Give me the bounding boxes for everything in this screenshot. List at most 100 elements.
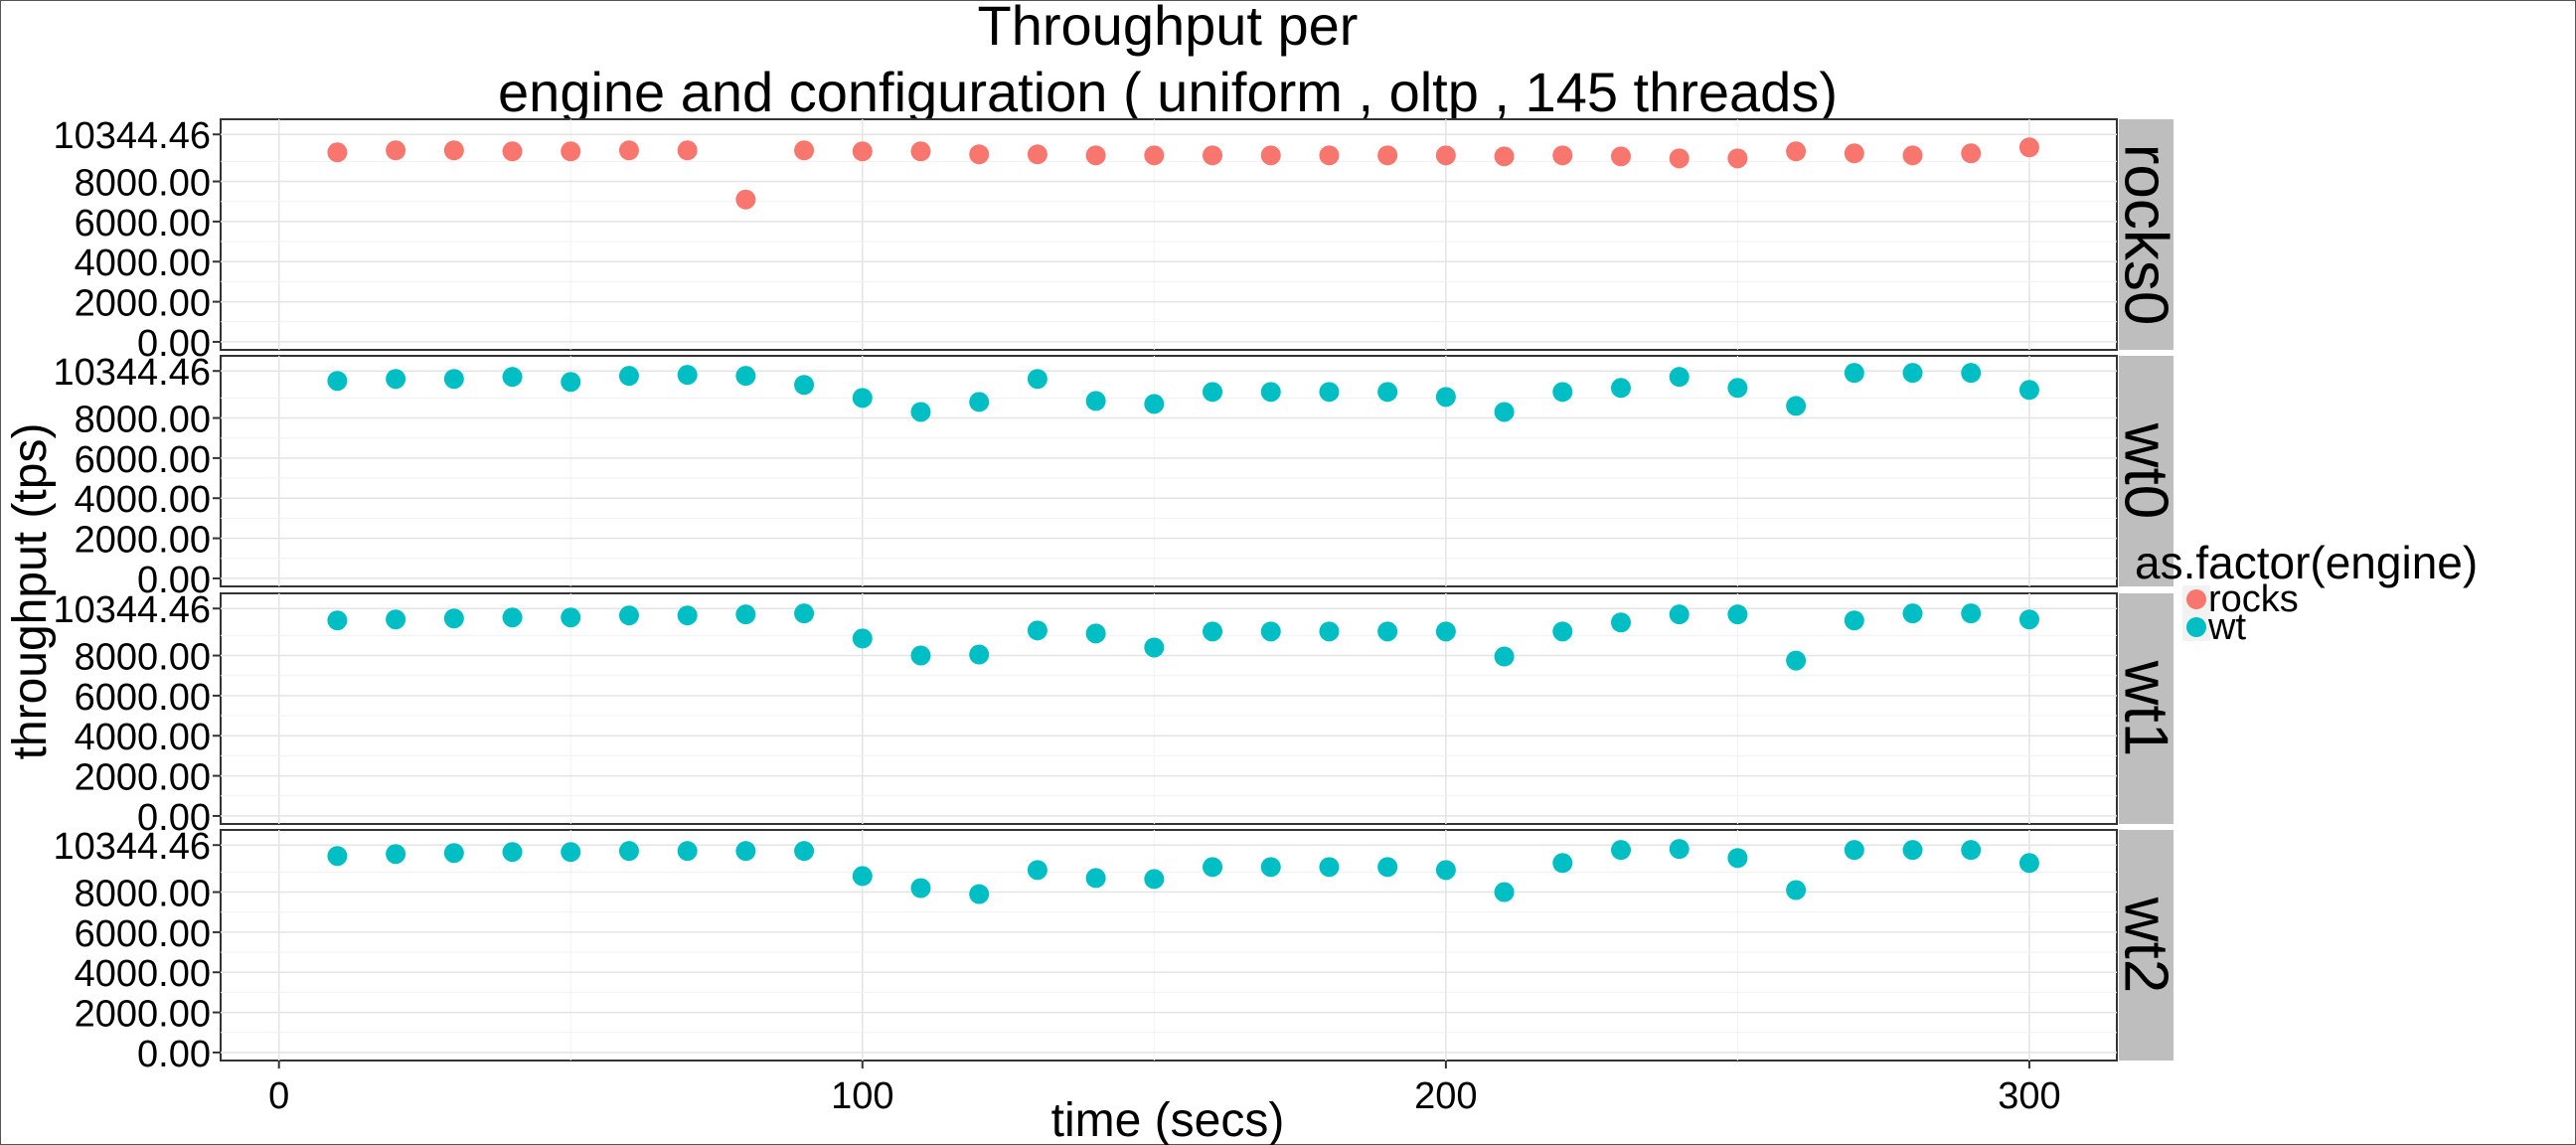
data-point	[1494, 646, 1515, 667]
data-point	[1027, 369, 1047, 390]
legend-marker	[2186, 617, 2206, 637]
data-point	[1494, 402, 1515, 422]
data-point	[1144, 637, 1165, 658]
data-point	[2018, 137, 2039, 158]
panel-background	[220, 829, 2118, 1062]
facet-panels: 0.002000.004000.006000.008000.0010344.46…	[54, 115, 2180, 1075]
data-point	[1377, 857, 1398, 878]
data-point	[1669, 367, 1690, 388]
data-point	[1961, 143, 1982, 164]
data-point	[327, 610, 348, 631]
chart-title-line2: engine and configuration ( uniform , olt…	[498, 61, 1838, 123]
data-point	[1319, 857, 1340, 878]
y-tick-label: 4000.00	[75, 479, 211, 521]
legend-label: wt	[2207, 606, 2246, 648]
data-point	[561, 141, 581, 162]
y-tick-label: 6000.00	[75, 203, 211, 245]
data-point	[1203, 621, 1223, 642]
y-tick-label: 10344.46	[54, 826, 212, 868]
y-tick-label: 8000.00	[75, 400, 211, 441]
data-point	[1727, 848, 1748, 869]
data-point	[443, 369, 464, 390]
facet-strip-label: wt2	[2112, 897, 2180, 993]
data-point	[910, 645, 931, 666]
data-point	[969, 144, 990, 165]
data-point	[1435, 860, 1456, 881]
y-tick-label: 4000.00	[75, 953, 211, 995]
data-point	[327, 371, 348, 392]
data-point	[618, 366, 639, 387]
data-point	[1844, 143, 1864, 164]
y-tick-label: 6000.00	[75, 439, 211, 481]
y-tick-label: 2000.00	[75, 994, 211, 1036]
y-tick-label: 2000.00	[75, 520, 211, 562]
facet-strip-label: rocks0	[2112, 144, 2180, 326]
y-tick-label: 8000.00	[75, 163, 211, 205]
data-point	[852, 141, 873, 162]
facet-strip-label: wt0	[2112, 422, 2180, 519]
legend-marker	[2186, 589, 2206, 609]
y-tick-label: 4000.00	[75, 717, 211, 758]
data-point	[1494, 882, 1515, 902]
data-point	[677, 841, 698, 862]
y-tick-label: 0.00	[137, 560, 211, 601]
data-point	[910, 141, 931, 162]
data-point	[502, 367, 523, 388]
data-point	[1552, 145, 1573, 166]
x-axis: 0 100 200 300	[268, 1061, 2061, 1117]
data-point	[386, 844, 406, 865]
data-point	[1961, 363, 1982, 384]
data-point	[794, 841, 815, 862]
data-point	[1844, 610, 1864, 631]
data-point	[2018, 853, 2039, 874]
data-point	[1085, 391, 1106, 411]
data-point	[1902, 840, 1923, 861]
y-tick-label: 8000.00	[75, 637, 211, 679]
data-point	[677, 605, 698, 626]
data-point	[1669, 839, 1690, 860]
data-point	[1203, 145, 1223, 166]
data-point	[1319, 382, 1340, 403]
data-point	[1610, 612, 1631, 633]
data-point	[1610, 378, 1631, 399]
data-point	[1377, 145, 1398, 166]
data-point	[1610, 146, 1631, 167]
panel-background	[220, 592, 2118, 825]
data-point	[1435, 145, 1456, 166]
data-point	[1435, 387, 1456, 408]
chart-title-line1: Throughput per	[978, 0, 1359, 57]
data-point	[502, 607, 523, 628]
facet-strip	[2119, 830, 2174, 1061]
data-point	[2018, 609, 2039, 630]
y-axis-label: throughput (tps)	[4, 423, 57, 760]
data-point	[1902, 145, 1923, 166]
data-point	[1552, 853, 1573, 874]
facet-strip	[2119, 593, 2174, 824]
data-point	[1727, 148, 1748, 169]
data-point	[1552, 621, 1573, 642]
data-point	[1144, 394, 1165, 414]
data-point	[852, 628, 873, 649]
legend-title: as.factor(engine)	[2135, 537, 2478, 588]
panel-background	[220, 355, 2118, 587]
data-point	[1727, 378, 1748, 399]
data-point	[969, 392, 990, 412]
data-point	[618, 140, 639, 161]
y-tick-label: 4000.00	[75, 243, 211, 284]
data-point	[1786, 141, 1807, 162]
x-tick-label: 300	[1998, 1075, 2060, 1117]
data-point	[1144, 145, 1165, 166]
data-point	[1727, 604, 1748, 625]
data-point	[1377, 382, 1398, 403]
y-tick-label: 2000.00	[75, 283, 211, 325]
data-point	[1669, 604, 1690, 625]
data-point	[735, 841, 756, 862]
data-point	[386, 369, 406, 390]
data-point	[735, 604, 756, 625]
data-point	[1027, 144, 1047, 165]
y-tick-label: 0.00	[137, 1034, 211, 1075]
